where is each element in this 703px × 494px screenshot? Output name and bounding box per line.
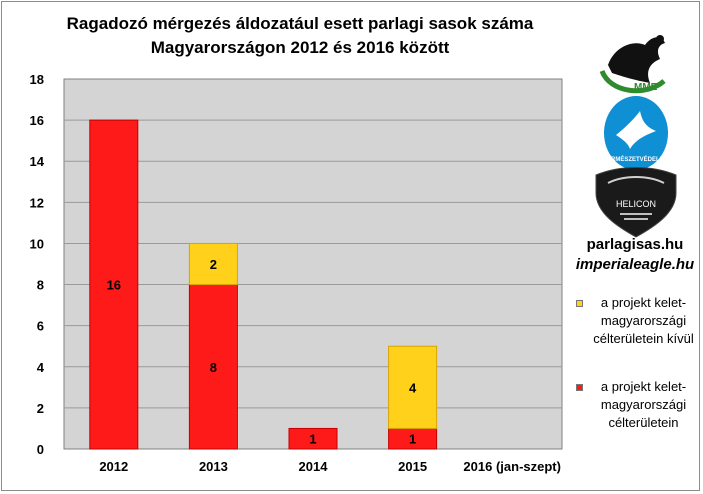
gridlines [64,119,562,409]
x-tick-label: 2015 [398,459,427,474]
mme-logo-text: MME [634,82,658,93]
bar-segment [89,119,139,450]
bar-value-label: 2 [210,257,217,272]
helicon-shield-icon: HELICON [595,167,677,238]
legend-swatch-yellow [576,300,583,307]
logo-group: MME TERMÉSZETVÉDELEM HELICON [595,35,677,238]
site-link-parlagisas[interactable]: parlagisas.hu [586,236,684,253]
y-axis: 0 2 4 6 8 10 12 14 16 18 [30,72,45,457]
y-tick-label: 8 [37,278,44,293]
bar-segment [188,242,238,286]
bar-value-label: 4 [409,380,417,395]
legend-swatch-red [576,384,583,391]
bar-value-label: 1 [409,432,416,447]
chart-title-line-2: Magyarországon 2012 és 2016 között [150,38,450,57]
bar-segment [388,345,438,429]
helicon-logo-text: HELICON [616,199,656,209]
y-tick-label: 12 [30,195,44,210]
x-axis: 2012 2013 2014 2015 2016 (jan-szept) [99,459,561,474]
bar-segment [288,427,338,450]
chart-title-line-1: Ragadozó mérgezés áldozatául esett parla… [66,14,534,33]
y-tick-label: 2 [37,401,44,416]
legend-label-outside: a projekt kelet-magyarországi célterület… [593,295,694,346]
bar-segment [188,284,238,450]
bar-value-label: 8 [210,360,217,375]
y-tick-label: 10 [30,236,44,251]
eagle-bird-icon: MME [599,35,666,94]
plot-area [63,78,563,450]
x-tick-label: 2013 [199,459,228,474]
x-tick-label: 2014 [299,459,329,474]
chart-title: Ragadozó mérgezés áldozatául esett parla… [20,12,580,60]
legend-item-outside: a projekt kelet-magyarországi célterület… [576,294,698,348]
termeszetvedelem-logo-text: TERMÉSZETVÉDELEM [603,155,668,163]
y-tick-label: 0 [37,442,44,457]
y-tick-label: 6 [37,319,44,334]
bar-value-label: 16 [107,278,121,293]
x-tick-label: 2016 (jan-szept) [463,459,561,474]
y-tick-label: 18 [30,72,44,87]
bar-value-label: 1 [309,432,316,447]
y-tick-label: 16 [30,113,44,128]
site-link-imperialeagle[interactable]: imperialeagle.hu [575,256,695,273]
x-tick-label: 2012 [99,459,128,474]
legend-label-inside: a projekt kelet-magyarországi célterület… [600,379,687,430]
flying-bird-icon: TERMÉSZETVÉDELEM [603,96,669,170]
legend-item-inside: a projekt kelet-magyarországi célterület… [576,378,698,432]
y-tick-label: 14 [30,154,45,169]
logos: MME TERMÉSZETVÉDELEM HELICON [590,15,690,250]
y-tick-label: 4 [37,360,45,375]
bars: 16 8 2 1 1 4 [89,119,438,450]
